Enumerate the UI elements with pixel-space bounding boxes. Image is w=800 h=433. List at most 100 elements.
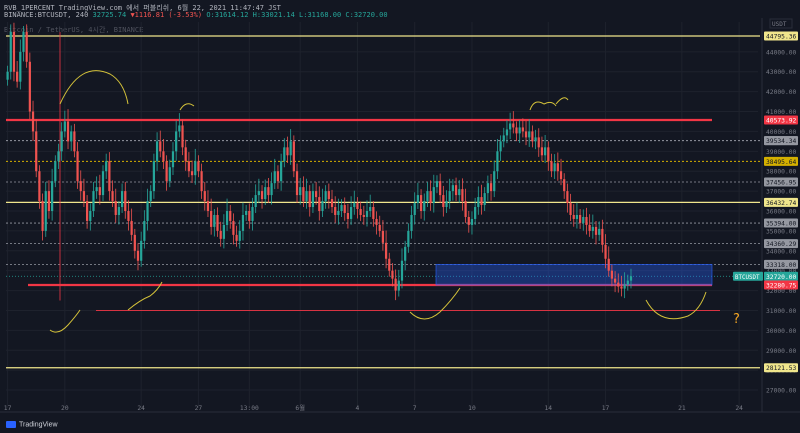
x-tick-label: 6월 [295,403,305,412]
y-tick-label: 44000.00 [766,49,797,56]
currency-box [769,18,793,29]
candle-body [190,171,194,176]
drawn-curve [529,101,557,111]
x-tick-label: 17 [4,405,12,412]
candle-body [25,31,28,62]
candle-body [38,171,41,202]
candle-body [626,280,629,285]
x-tick-label: 24 [735,405,743,412]
candle-body [314,191,318,198]
candle-body [105,161,108,172]
candle-body [197,161,200,172]
price-tag-label: 39534.34 [766,138,797,145]
candle-body [286,147,289,156]
price-tag [764,136,798,146]
x-tick-label: 17 [602,405,610,412]
price-tag-label: 33318.00 [766,262,797,269]
candle-body [155,141,159,162]
y-tick-label: 40000.00 [766,129,797,136]
candle-body [378,224,381,231]
candle-body [496,151,499,172]
candle-body [531,131,534,142]
candle-body [210,211,213,227]
candle-body [22,31,25,52]
y-tick-label: 41000.00 [766,109,797,116]
candle-body [464,201,467,217]
x-tick-label: 10 [468,405,476,412]
candle-body [257,191,260,196]
candle-body [175,131,178,152]
candle-body [426,191,429,202]
candle-body [203,191,206,202]
candle-body [248,211,251,221]
candle-body [127,211,130,221]
candle-body [79,181,82,192]
candle-body [264,187,267,200]
candle-body [578,214,582,223]
candle-body [502,135,505,142]
y-tick-label: 31000.00 [766,308,797,315]
drawn-curve [59,70,129,105]
candle-body [575,214,579,219]
publish-info: RVB_1PERCENT TradingView.com 에서 퍼블리쉬, 6월… [4,4,281,12]
candle-body [413,203,416,215]
candle-body [124,191,127,211]
candle-body [200,171,203,192]
candle-body [254,195,257,208]
x-tick-label: 14 [544,405,552,412]
candle-body [604,244,607,259]
price-tag-label: 34360.29 [766,241,797,248]
candle-body [486,183,489,194]
candle-body [229,211,232,221]
candle-body [305,191,308,202]
candle-body [184,147,187,162]
y-tick-label: 38000.00 [766,169,797,176]
candle-body [521,127,524,132]
drawn-curve [409,287,461,320]
price-tag-label: 32280.75 [766,282,797,289]
candle-body [280,161,283,182]
candle-body [136,250,140,261]
price-tag-label: 38495.64 [766,159,797,166]
candle-body [448,191,451,202]
candle-body [12,31,16,72]
drawn-curve [179,103,195,111]
candle-body [327,191,330,200]
candle-body [334,207,337,215]
candle-body [337,211,340,215]
candle-body [509,123,512,130]
candle-body [458,189,461,196]
y-tick-label: 30000.00 [766,328,797,335]
candle-body [70,131,73,142]
candle-body [470,218,474,225]
price-tag [764,280,798,290]
candle-body [267,187,270,196]
price-tag [764,31,798,41]
candle-body [544,147,547,156]
candle-body [60,131,63,152]
candle-body [130,220,133,235]
candle-body [410,214,413,231]
candle-body [384,242,388,259]
candle-body [181,125,184,148]
candle-body [66,121,70,142]
candle-body [6,71,9,80]
candle-body [435,181,439,188]
drawn-curve [555,97,569,105]
candle-body [171,151,175,168]
candle-body [388,258,391,271]
candle-body [146,201,149,221]
price-change: ▼1116.81 (-3.53%) [130,11,203,19]
price-tag [764,156,798,166]
candle-body [572,214,575,219]
candle-body [95,187,98,192]
candle-body [165,161,168,182]
y-tick-label: 29000.00 [766,348,797,355]
candle-body [419,195,423,211]
candle-body [553,163,556,172]
candle-body [559,171,563,180]
candle-body [601,228,604,245]
y-tick-label: 42000.00 [766,89,797,96]
candle-body [241,214,245,231]
